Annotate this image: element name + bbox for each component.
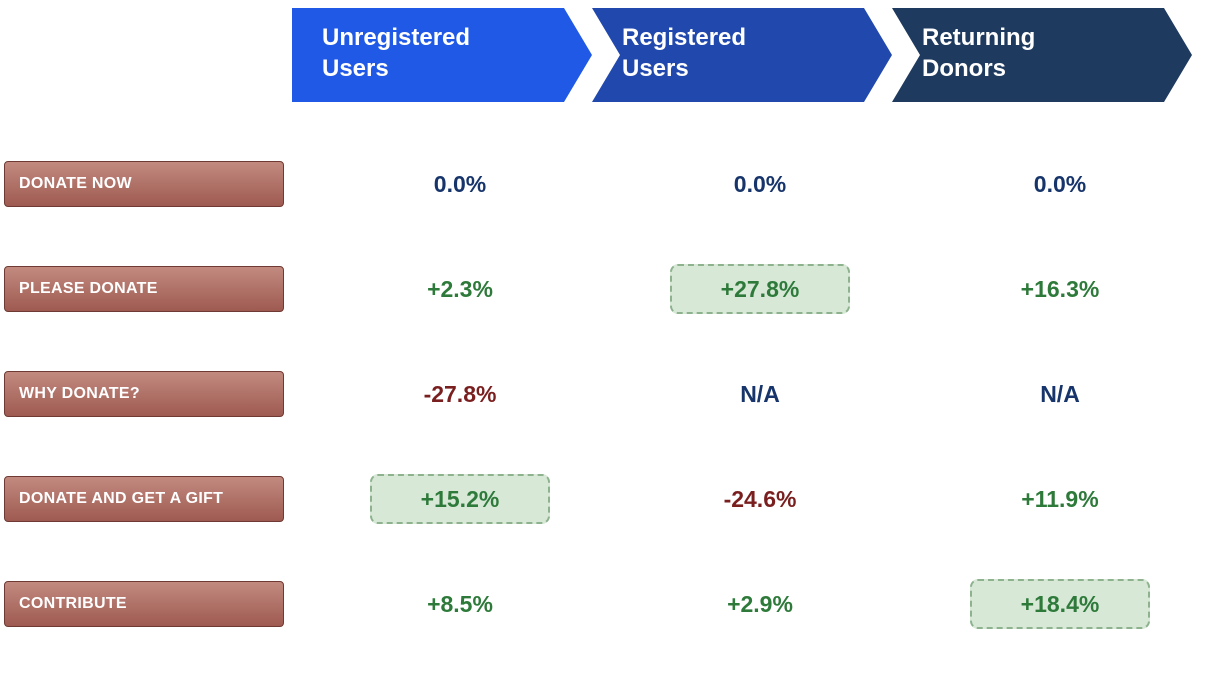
cell-donate-get-a-gift-registered: -24.6%: [670, 474, 850, 524]
cell-donate-now-registered: 0.0%: [670, 159, 850, 209]
column-header-label: Registered Users: [622, 22, 746, 84]
row-label-why-donate: WHY DONATE?: [4, 371, 284, 417]
cell-why-donate-returning: N/A: [970, 369, 1150, 419]
cell-contribute-returning: +18.4%: [970, 579, 1150, 629]
column-header-label: Returning Donors: [922, 22, 1035, 84]
cell-why-donate-registered: N/A: [670, 369, 850, 419]
column-headers: Unregistered Users Registered Users Return…: [292, 8, 1212, 102]
cell-donate-now-unregistered: 0.0%: [370, 159, 550, 209]
cell-why-donate-unregistered: -27.8%: [370, 369, 550, 419]
cell-donate-now-returning: 0.0%: [970, 159, 1150, 209]
cell-please-donate-registered: +27.8%: [670, 264, 850, 314]
column-header-unregistered: Unregistered Users: [292, 8, 592, 102]
cell-please-donate-unregistered: +2.3%: [370, 264, 550, 314]
row-label-donate-get-a-gift: DONATE AND GET A GIFT: [4, 476, 284, 522]
cell-donate-get-a-gift-returning: +11.9%: [970, 474, 1150, 524]
cell-contribute-registered: +2.9%: [670, 579, 850, 629]
row-label-donate-now: DONATE NOW: [4, 161, 284, 207]
cell-please-donate-returning: +16.3%: [970, 264, 1150, 314]
comparison-matrix: Unregistered Users Registered Users Return…: [0, 0, 1212, 682]
row-label-contribute: CONTRIBUTE: [4, 581, 284, 627]
cell-donate-get-a-gift-unregistered: +15.2%: [370, 474, 550, 524]
cell-contribute-unregistered: +8.5%: [370, 579, 550, 629]
column-header-registered: Registered Users: [592, 8, 892, 102]
row-label-please-donate: PLEASE DONATE: [4, 266, 284, 312]
column-header-label: Unregistered Users: [322, 22, 470, 84]
column-header-returning: Returning Donors: [892, 8, 1192, 102]
